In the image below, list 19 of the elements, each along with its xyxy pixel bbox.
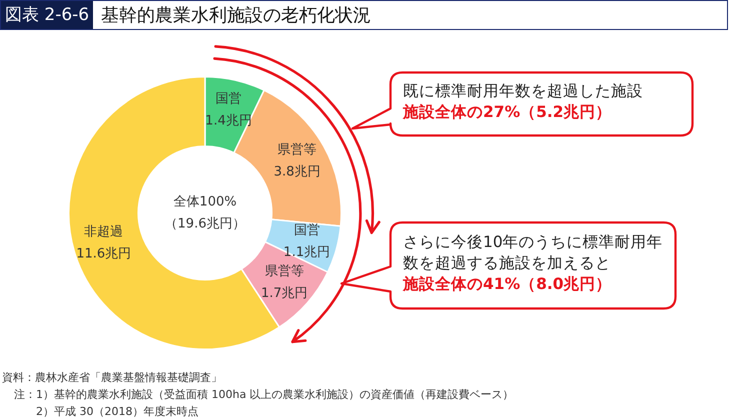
slice-label: 県営等 — [278, 142, 317, 158]
chart-title: 図表 2-6-6 基幹的農業水利施設の老朽化状況 — [4, 4, 372, 28]
slice-label: 非超過 — [84, 224, 124, 240]
text: 2）平成 30（2018）年度末時点 — [35, 404, 200, 420]
data-label: 1.7兆円 — [261, 286, 308, 302]
text: 資料：農林水産省「農業基盤情報基礎調査」 — [2, 370, 223, 386]
text: 既に標準耐用年数を超過した施設 — [403, 81, 644, 102]
data-label: 3.8兆円 — [274, 164, 320, 180]
slice-label: 国営 — [294, 222, 320, 238]
text: 全体100% — [173, 194, 237, 210]
text: さらに今後10年のうちに標準耐用年数を超過する施設を加えると — [403, 232, 664, 274]
data-label: 11.6兆円 — [76, 246, 132, 262]
slice-label: 県営等 — [264, 264, 304, 280]
text: 施設全体の41%（8.0兆円） — [403, 274, 613, 295]
text: 施設全体の27%（5.2兆円） — [403, 102, 613, 123]
slice-label: 国営 — [216, 91, 242, 106]
data-label: 1.1兆円 — [283, 244, 330, 260]
text: 注：1）基幹的農業水利施設（受益面積 100ha 以上の農業水利施設）の資産価値（再建設費ベース） — [13, 387, 515, 403]
text: （19.6兆円） — [164, 216, 246, 232]
